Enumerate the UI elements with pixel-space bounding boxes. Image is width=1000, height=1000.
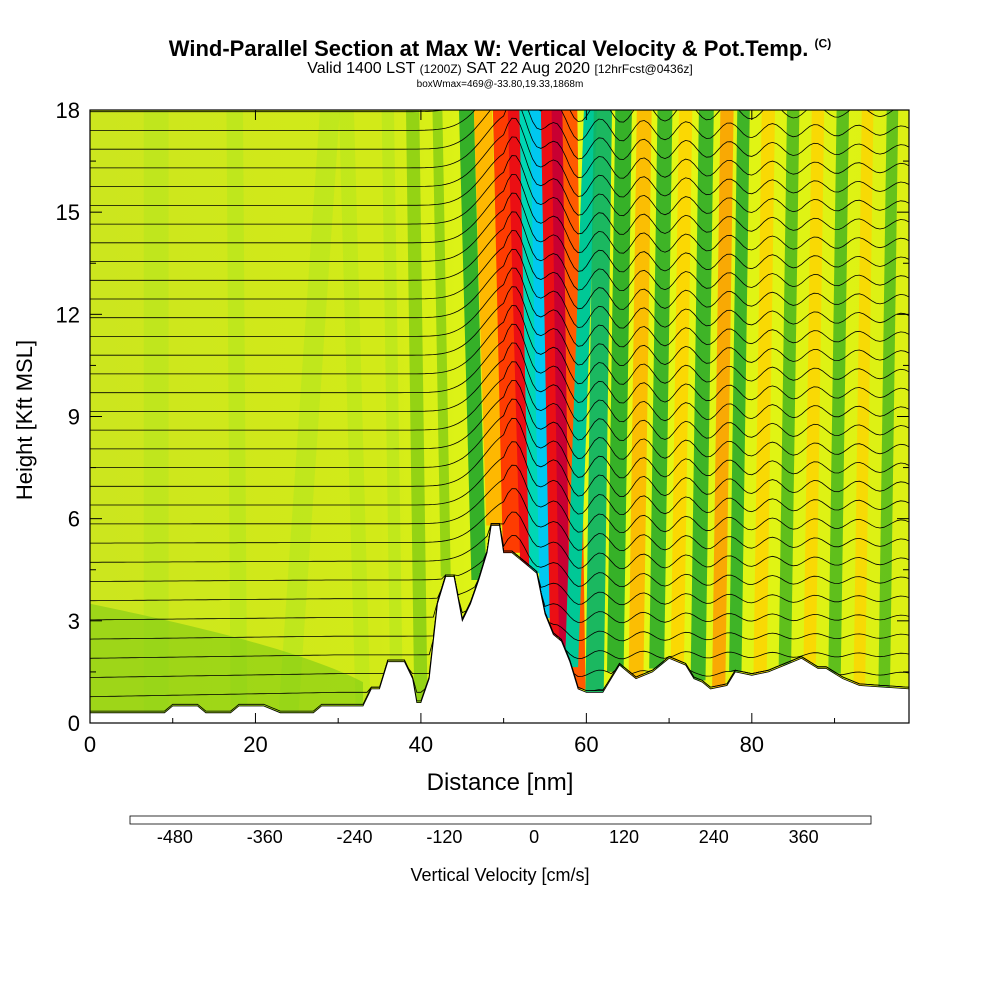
plot-area [89, 25, 910, 724]
velocity-band [878, 110, 899, 688]
x-tick-label: 20 [243, 732, 267, 757]
theta-isoline [90, 464, 909, 534]
y-tick-label: 9 [68, 405, 80, 430]
velocity-band [607, 110, 632, 672]
theta-isoline [90, 110, 895, 123]
theta-isoline [90, 173, 909, 254]
colorbar-label: Vertical Velocity [cm/s] [410, 865, 589, 885]
theta-isoline [90, 25, 909, 104]
colorbar-tick-label: -240 [337, 827, 373, 847]
velocity-band [226, 110, 248, 706]
y-axis-label: Height [Kft MSL] [12, 340, 37, 500]
velocity-band [828, 110, 849, 674]
velocity-band [406, 110, 428, 703]
theta-isoline [90, 248, 909, 329]
velocity-band [690, 110, 714, 681]
chart-title: Wind-Parallel Section at Max W: Vertical… [168, 36, 832, 61]
theta-isoline [90, 136, 909, 217]
x-tick-label: 40 [409, 732, 433, 757]
colorbar-frame [129, 815, 872, 825]
colorbar-tick-label: 0 [529, 827, 539, 847]
colorbar-tick-label: 360 [789, 827, 819, 847]
terrain-mask [90, 525, 909, 723]
theta-isoline [90, 110, 909, 142]
theta-isoline [90, 117, 909, 198]
colorbar: -480 -360 -240 -120 0 120 240 360 [129, 815, 872, 847]
colorbar-tick-label: -480 [157, 827, 193, 847]
velocity-band [649, 110, 673, 669]
theta-isoline [90, 323, 909, 404]
theta-isoline [90, 230, 909, 310]
velocity-band [853, 110, 874, 686]
x-tick-label: 0 [84, 732, 96, 757]
colorbar-tick-label: 240 [699, 827, 729, 847]
velocity-band [729, 110, 750, 672]
velocity-band [459, 110, 487, 580]
x-axis: 0 20 40 60 80 [84, 110, 836, 757]
theta-isoline [90, 110, 909, 179]
theta-isoline [90, 417, 909, 498]
colorbar-tick-label: -360 [247, 827, 283, 847]
colorbar-tick-label: 120 [609, 827, 639, 847]
colorbar-tick-label: -120 [426, 827, 462, 847]
y-tick-label: 6 [68, 507, 80, 532]
theta-isoline [90, 488, 909, 552]
theta-isoline [90, 342, 909, 423]
theta-isoline [90, 441, 909, 516]
y-tick-label: 12 [56, 302, 80, 327]
theta-isoline [90, 398, 909, 479]
chart-valid-time: Valid 1400 LST (1200Z) SAT 22 Aug 2020 [… [307, 60, 693, 77]
theta-isoline [90, 267, 909, 348]
velocity-band [585, 110, 612, 693]
theta-isoline [90, 110, 909, 160]
y-tick-label: 0 [68, 711, 80, 736]
x-tick-label: 80 [740, 732, 764, 757]
y-tick-label: 15 [56, 200, 80, 225]
theta-isoline [90, 379, 909, 460]
x-axis-label: Distance [nm] [427, 769, 574, 796]
velocity-band [339, 110, 371, 706]
y-axis: 0 3 6 9 12 15 18 [56, 98, 909, 736]
theta-isoline [90, 305, 909, 385]
theta-isoline [90, 192, 909, 273]
velocity-band [432, 110, 451, 577]
theta-isoline [90, 286, 909, 366]
x-tick-label: 60 [574, 732, 598, 757]
chart-subtitle: boxWmax=469@-33.80,19.33,1868m [416, 79, 584, 90]
y-tick-label: 3 [68, 609, 80, 634]
potential-temperature-isolines [90, 25, 909, 712]
theta-isoline [90, 155, 909, 235]
theta-isoline [90, 361, 909, 441]
y-tick-label: 18 [56, 98, 80, 123]
velocity-band [753, 110, 775, 674]
theta-isoline [90, 511, 909, 570]
theta-isoline [90, 211, 909, 292]
